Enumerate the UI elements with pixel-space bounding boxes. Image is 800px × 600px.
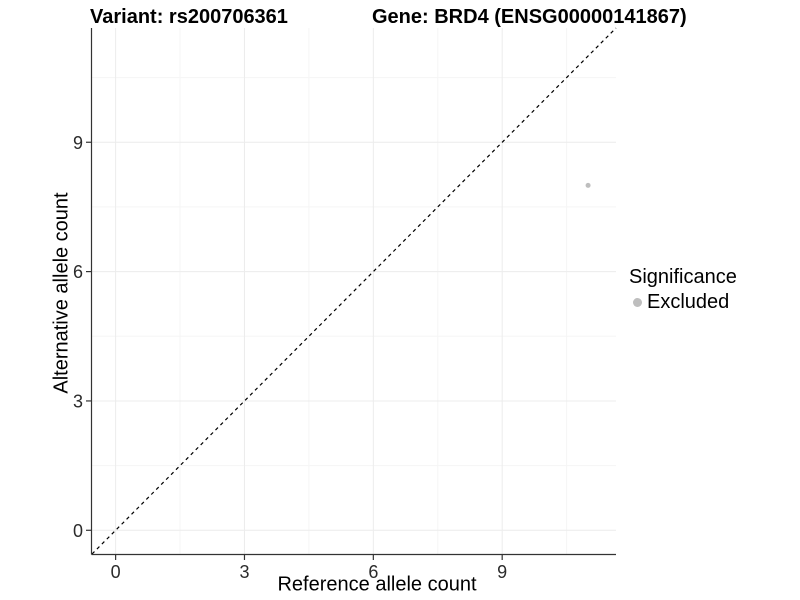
x-tick-label: 6 (368, 562, 378, 582)
variant-title: Variant: rs200706361 (90, 6, 288, 28)
x-tick-label: 9 (497, 562, 507, 582)
y-tick-label: 3 (73, 391, 83, 411)
gene-title: Gene: BRD4 (ENSG00000141867) (372, 6, 687, 28)
x-tick-label: 3 (239, 562, 249, 582)
legend-item-label: Excluded (647, 291, 730, 313)
legend-item-excluded: Excluded (629, 290, 737, 314)
y-tick-label: 6 (73, 262, 83, 282)
legend-title: Significance (629, 266, 737, 288)
x-axis-title: Reference allele count (277, 573, 477, 596)
y-tick-label: 9 (73, 133, 83, 153)
x-tick-label: 0 (111, 562, 121, 582)
legend-point-icon (633, 297, 642, 307)
y-tick-label: 0 (73, 521, 83, 541)
data-point (585, 182, 591, 188)
y-axis-title: Alternative allele count (50, 192, 73, 394)
identity-line (91, 27, 617, 555)
legend: Significance Excluded (629, 265, 737, 314)
